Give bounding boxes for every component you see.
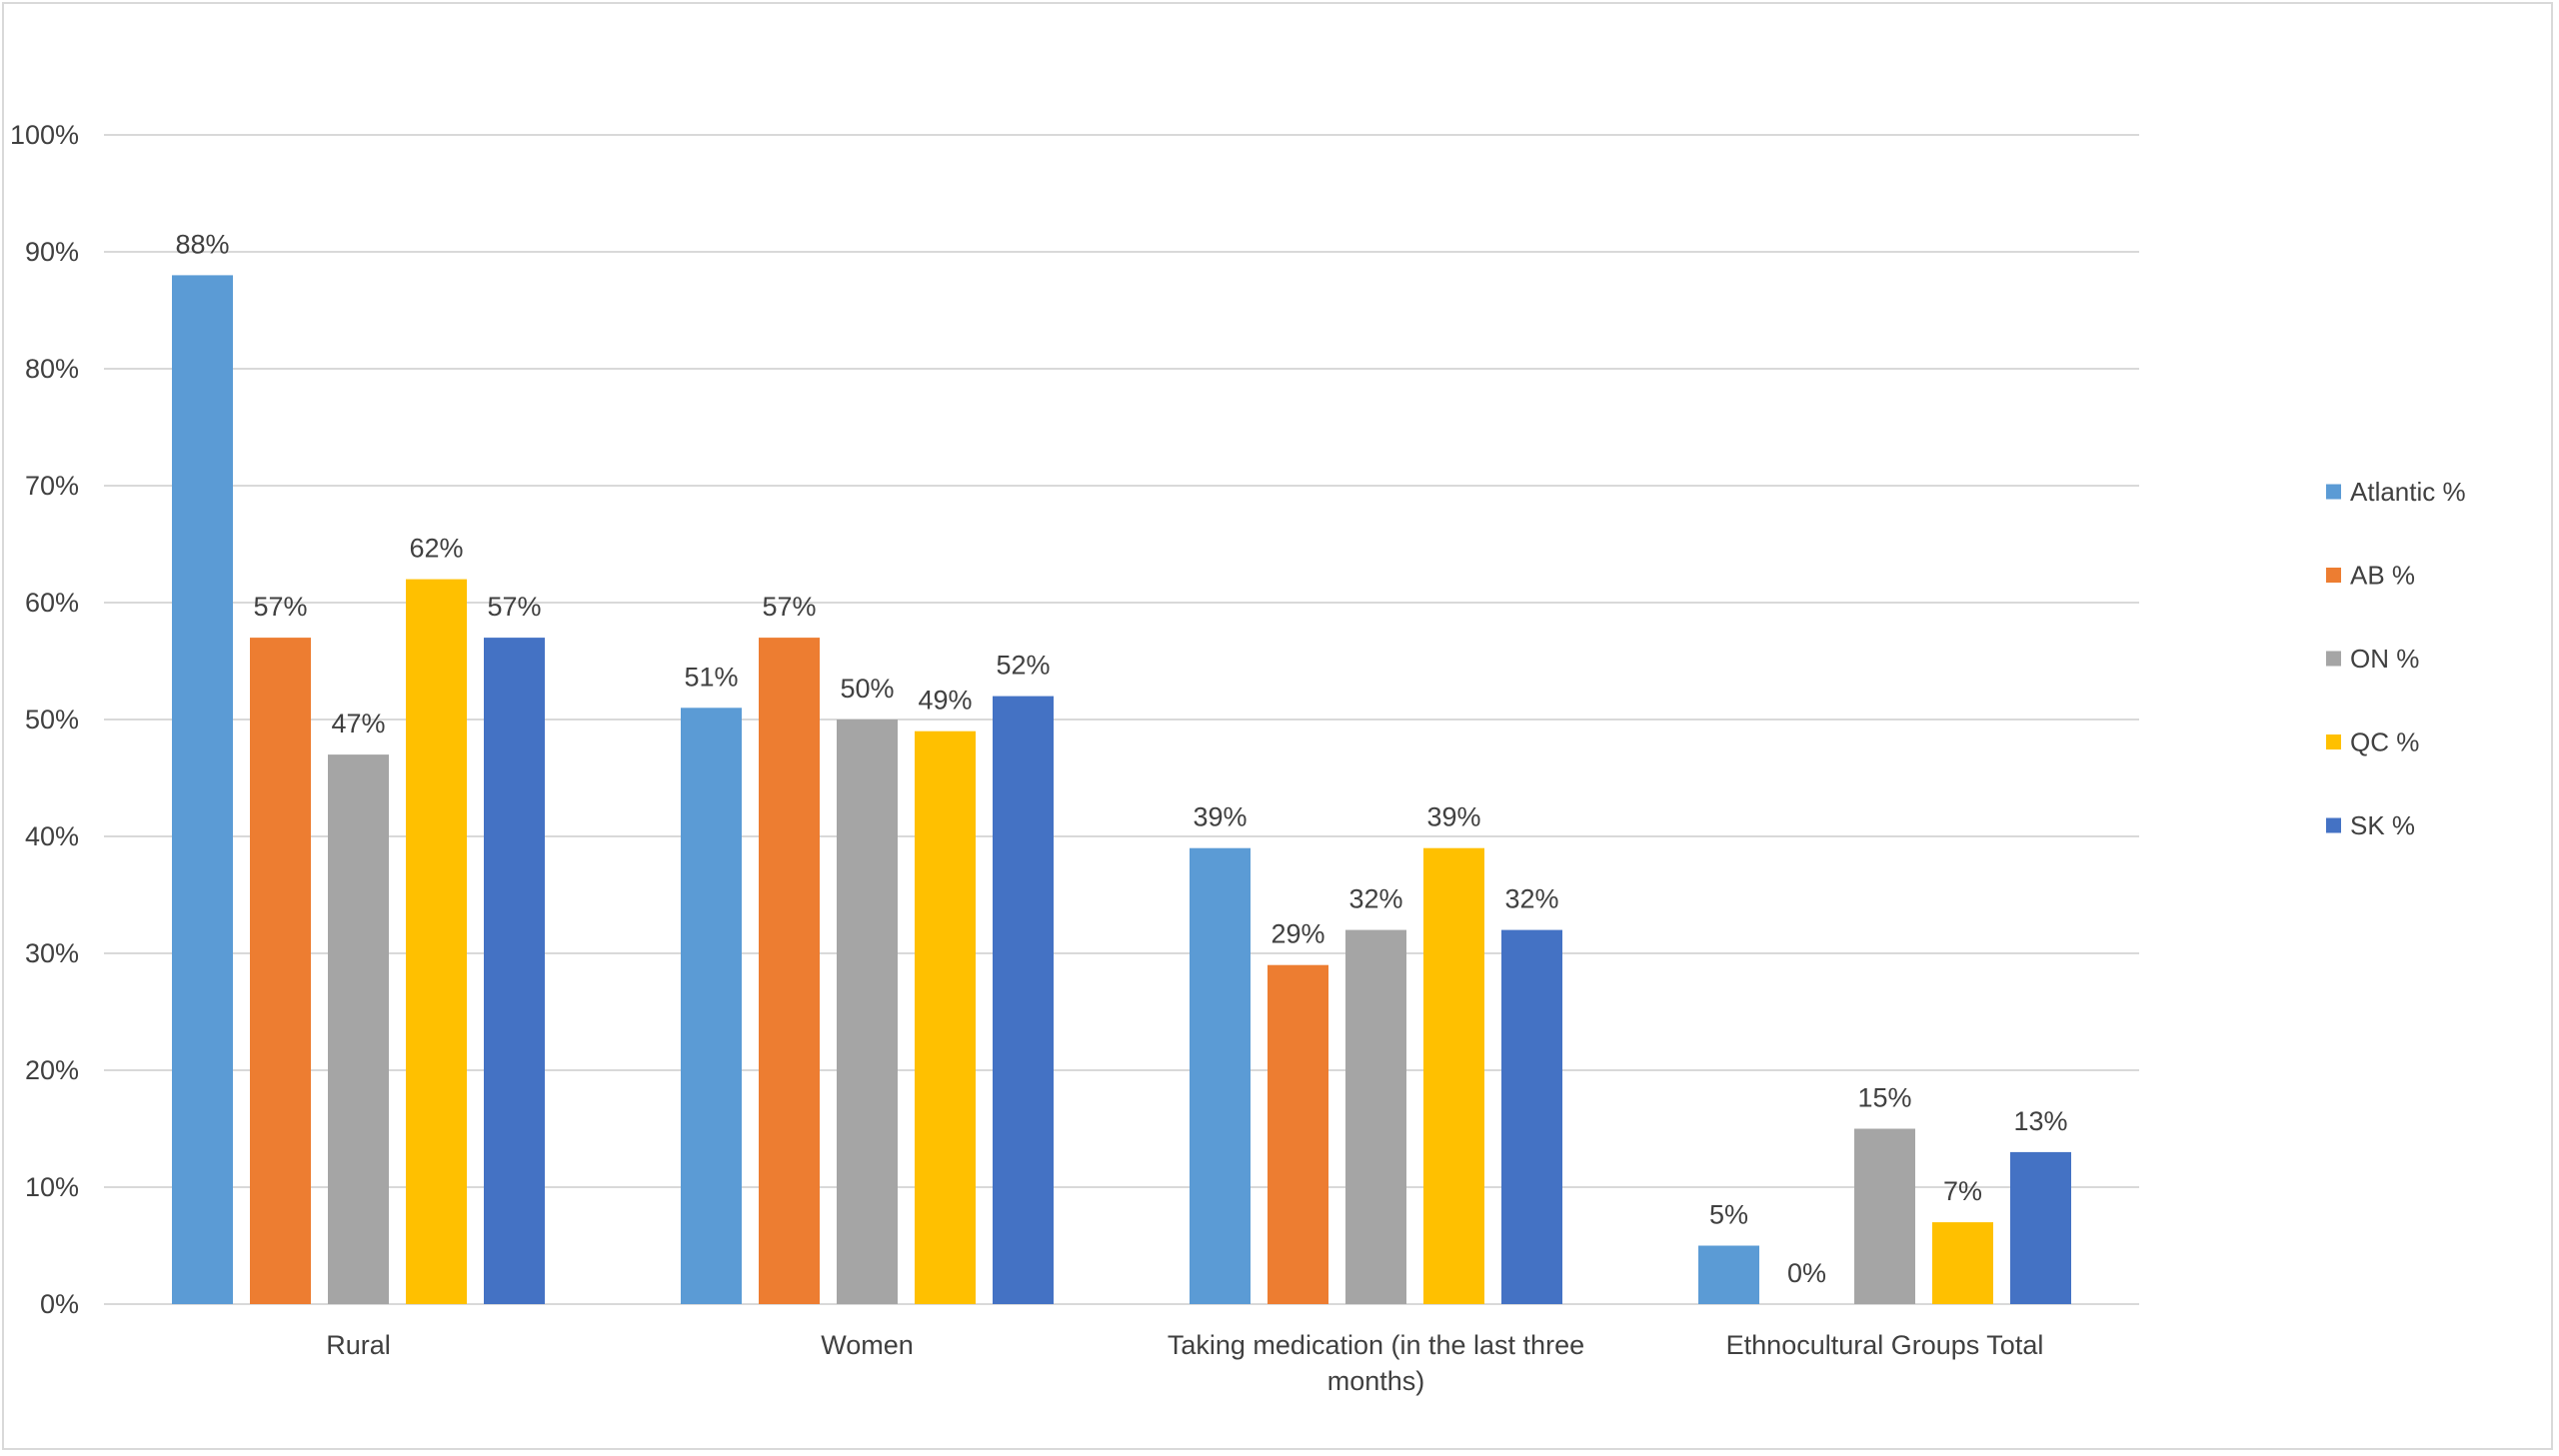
data-label: 50%	[840, 674, 894, 704]
bar	[172, 275, 233, 1304]
y-tick-label: 40%	[25, 821, 79, 851]
legend-swatch	[2326, 817, 2341, 833]
legend-swatch	[2326, 484, 2341, 500]
y-tick-label: 80%	[25, 354, 79, 384]
data-label: 57%	[487, 592, 541, 622]
y-tick-label: 0%	[40, 1289, 79, 1319]
category-label-line: Taking medication (in the last three	[1168, 1330, 1584, 1360]
legend-label: ON %	[2350, 644, 2419, 674]
legend-swatch	[2326, 568, 2341, 583]
data-label: 13%	[2013, 1106, 2067, 1136]
legend-label: AB %	[2350, 561, 2415, 591]
y-axis-ticks: 0% 10% 20% 30% 40% 50% 60% 70% 80% 90% 100%	[10, 120, 79, 1319]
legend-label: Atlantic %	[2350, 477, 2466, 507]
y-tick-label: 30%	[25, 938, 79, 968]
bar	[1854, 1128, 1915, 1304]
bar	[993, 696, 1054, 1304]
bar	[1345, 929, 1406, 1304]
bars	[172, 275, 2071, 1304]
y-tick-label: 10%	[25, 1172, 79, 1202]
y-tick-label: 100%	[10, 120, 79, 150]
bar	[250, 638, 311, 1304]
data-label: 39%	[1193, 802, 1247, 832]
y-tick-label: 20%	[25, 1055, 79, 1085]
category-label: Taking medication (in the last three mont…	[1168, 1330, 1584, 1396]
bar	[2010, 1151, 2071, 1304]
data-label: 49%	[918, 686, 972, 716]
data-label: 32%	[1348, 884, 1402, 914]
data-label: 32%	[1504, 884, 1558, 914]
data-label: 57%	[253, 592, 307, 622]
category-label: Ethnocultural Groups Total	[1726, 1330, 2044, 1360]
bar	[484, 638, 545, 1304]
category-label-line: Ethnocultural Groups Total	[1726, 1330, 2044, 1360]
data-label: 51%	[684, 662, 738, 692]
data-label: 0%	[1787, 1258, 1826, 1288]
data-label: 29%	[1271, 919, 1324, 949]
category-label: Women	[821, 1330, 914, 1360]
bar	[915, 730, 976, 1304]
data-label: 52%	[996, 651, 1050, 681]
data-label: 15%	[1857, 1083, 1911, 1113]
data-label: 88%	[175, 229, 229, 259]
legend: Atlantic % AB % ON % QC % SK %	[2326, 477, 2466, 840]
data-label: 47%	[331, 709, 385, 738]
category-label: Rural	[326, 1330, 391, 1360]
data-label: 7%	[1943, 1176, 1982, 1206]
legend-swatch	[2326, 651, 2341, 667]
data-label: 5%	[1709, 1200, 1748, 1230]
bar	[328, 754, 389, 1304]
category-label-line: Rural	[326, 1330, 391, 1360]
category-label-line: months)	[1327, 1366, 1425, 1396]
bar	[837, 720, 898, 1304]
bar	[1190, 847, 1251, 1304]
data-label: 62%	[409, 534, 463, 564]
bar	[406, 579, 467, 1304]
bar	[759, 638, 820, 1304]
bar	[1932, 1222, 1993, 1304]
data-labels: 88% 57% 47% 62% 57% 51% 57% 50% 49% 52% 39% 29% 32% 3…	[175, 229, 2067, 1288]
category-label-line: Women	[821, 1330, 914, 1360]
y-tick-label: 90%	[25, 237, 79, 267]
legend-label: SK %	[2350, 810, 2415, 840]
bar	[1268, 964, 1328, 1304]
bar	[1501, 929, 1562, 1304]
bar-chart: 0% 10% 20% 30% 40% 50% 60% 70% 80% 90% 100% 88% 57%…	[10, 120, 2466, 1396]
x-axis-categories: Rural Women Taking medication (in the last…	[326, 1330, 2043, 1396]
bar	[681, 708, 742, 1304]
bar	[1423, 847, 1484, 1304]
y-tick-label: 60%	[25, 588, 79, 618]
legend-swatch	[2326, 734, 2341, 749]
data-label: 57%	[762, 592, 816, 622]
y-tick-label: 50%	[25, 705, 79, 734]
data-label: 39%	[1426, 802, 1480, 832]
bar	[1698, 1245, 1759, 1304]
y-tick-label: 70%	[25, 471, 79, 501]
legend-label: QC %	[2350, 728, 2419, 757]
